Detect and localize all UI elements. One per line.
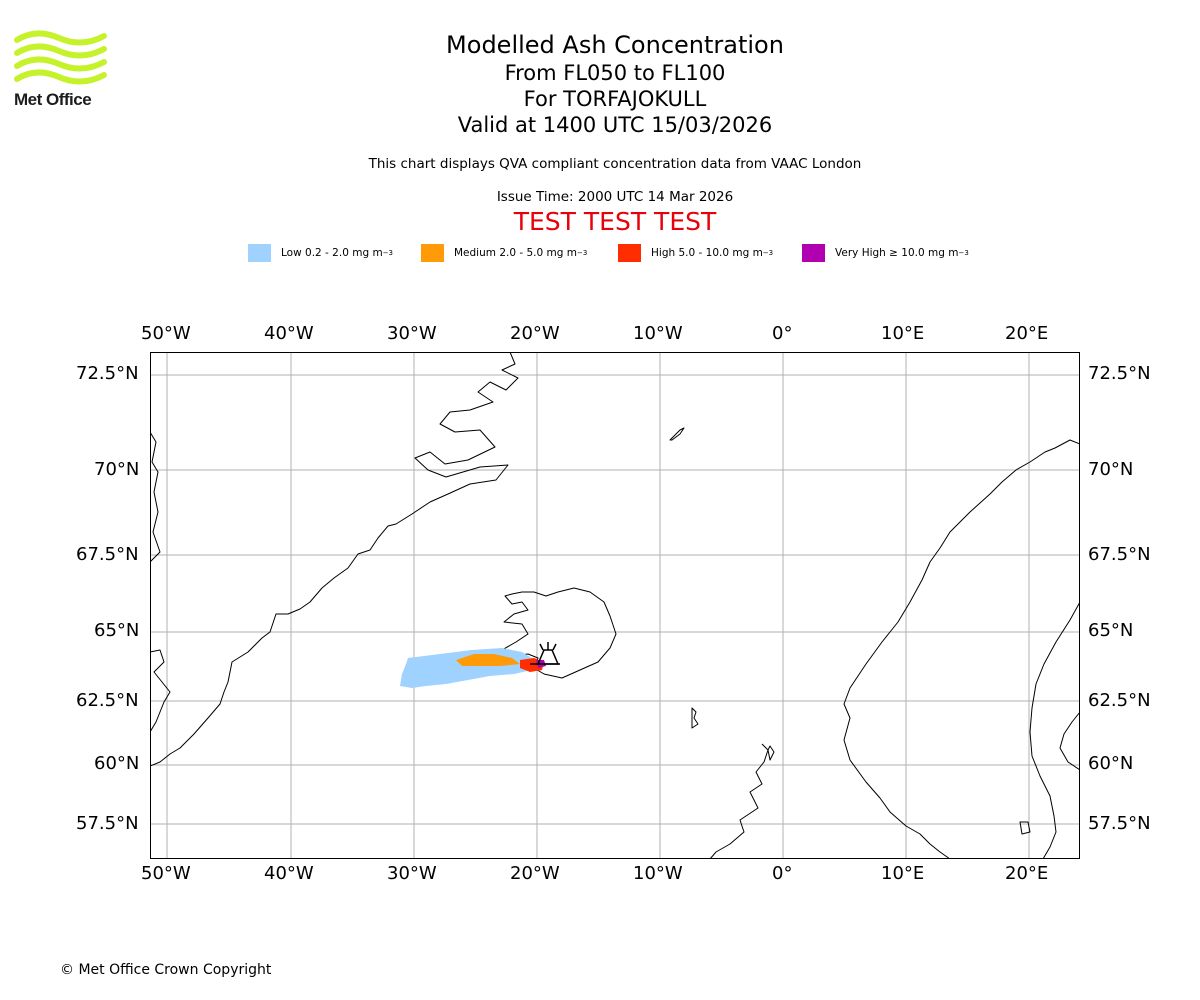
lon-label-top: 10°W xyxy=(633,323,683,344)
finland-coast xyxy=(1059,711,1080,771)
lon-label-bottom: 20°E xyxy=(1005,863,1049,884)
faroe-islands xyxy=(691,707,699,729)
scandinavia-coast xyxy=(843,439,1080,859)
legend-item-high: High 5.0 - 10.0 mg m −3 xyxy=(618,244,773,262)
legend-label: Low 0.2 - 2.0 mg m xyxy=(281,247,383,259)
lon-label-top: 40°W xyxy=(264,323,314,344)
wave-icon xyxy=(14,30,107,85)
logo-text: Met Office xyxy=(14,90,92,109)
legend-item-medium: Medium 2.0 - 5.0 mg m −3 xyxy=(421,244,587,262)
legend-label: High 5.0 - 10.0 mg m xyxy=(651,247,763,259)
scotland-coast xyxy=(709,743,769,859)
coastlines xyxy=(150,352,1080,859)
lat-label-right: 67.5°N xyxy=(1088,544,1151,565)
lon-label-bottom: 0° xyxy=(772,863,793,884)
legend-item-very-high: Very High ≥ 10.0 mg m −3 xyxy=(802,244,969,262)
description: This chart displays QVA compliant concen… xyxy=(368,156,862,172)
issue-time: Issue Time: 2000 UTC 14 Mar 2026 xyxy=(496,189,734,205)
lon-label-top: 50°W xyxy=(141,323,191,344)
copyright: © Met Office Crown Copyright xyxy=(60,962,272,978)
chart-title: Modelled Ash Concentration xyxy=(446,31,784,59)
lat-label-right: 72.5°N xyxy=(1088,363,1151,384)
legend-swatch xyxy=(802,244,825,262)
lon-label-bottom: 40°W xyxy=(264,863,314,884)
sweden-coast xyxy=(1029,601,1080,859)
lat-label-right: 70°N xyxy=(1088,459,1134,480)
lat-label-right: 60°N xyxy=(1088,753,1134,774)
lon-label-bottom: 10°E xyxy=(881,863,925,884)
greenland-coast xyxy=(150,352,519,767)
legend-swatch xyxy=(421,244,444,262)
jan-mayen xyxy=(669,427,685,441)
lat-label-right: 65°N xyxy=(1088,620,1134,641)
chart-header: Modelled Ash Concentration From FL050 to… xyxy=(0,30,1200,236)
legend-label: Medium 2.0 - 5.0 mg m xyxy=(454,247,577,259)
lon-label-top: 0° xyxy=(772,323,793,344)
valid-time: Valid at 1400 UTC 15/03/2026 xyxy=(457,113,773,137)
lat-label-left: 67.5°N xyxy=(76,544,139,565)
lat-label-left: 65°N xyxy=(94,620,140,641)
iceland-coast xyxy=(501,587,617,679)
legend-item-low: Low 0.2 - 2.0 mg m −3 xyxy=(248,244,393,262)
flight-levels: From FL050 to FL100 xyxy=(504,61,726,85)
volcano-name: For TORFAJOKULL xyxy=(523,87,707,111)
baltic-island xyxy=(1019,821,1031,835)
shetland xyxy=(767,745,775,761)
gridlines xyxy=(150,352,1080,859)
lon-label-top: 20°W xyxy=(510,323,560,344)
volcano-icon xyxy=(530,642,560,665)
map-panel xyxy=(150,352,1080,859)
test-banner: TEST TEST TEST xyxy=(513,207,717,236)
lat-label-right: 57.5°N xyxy=(1088,813,1151,834)
lon-label-bottom: 50°W xyxy=(141,863,191,884)
lon-label-bottom: 20°W xyxy=(510,863,560,884)
lat-label-left: 70°N xyxy=(94,459,140,480)
map-frame xyxy=(150,352,1080,859)
met-office-logo: Met Office xyxy=(14,28,110,114)
legend-swatch xyxy=(618,244,641,262)
greenland-coast xyxy=(150,649,171,733)
lat-label-left: 62.5°N xyxy=(76,690,139,711)
lon-label-top: 20°E xyxy=(1005,323,1049,344)
lon-label-bottom: 30°W xyxy=(387,863,437,884)
legend-label: Very High ≥ 10.0 mg m xyxy=(835,247,959,259)
ash-map xyxy=(150,352,1080,859)
lat-label-right: 62.5°N xyxy=(1088,690,1151,711)
lat-label-left: 57.5°N xyxy=(76,813,139,834)
lat-label-left: 60°N xyxy=(94,753,140,774)
ash-low-region xyxy=(400,648,535,688)
legend-swatch xyxy=(248,244,271,262)
lon-label-bottom: 10°W xyxy=(633,863,683,884)
ash-medium-region xyxy=(456,654,520,666)
lon-label-top: 30°W xyxy=(387,323,437,344)
lat-label-left: 72.5°N xyxy=(76,363,139,384)
legend: Low 0.2 - 2.0 mg m −3 Medium 2.0 - 5.0 mg… xyxy=(0,244,1200,264)
lon-label-top: 10°E xyxy=(881,323,925,344)
greenland-coast xyxy=(150,431,161,563)
